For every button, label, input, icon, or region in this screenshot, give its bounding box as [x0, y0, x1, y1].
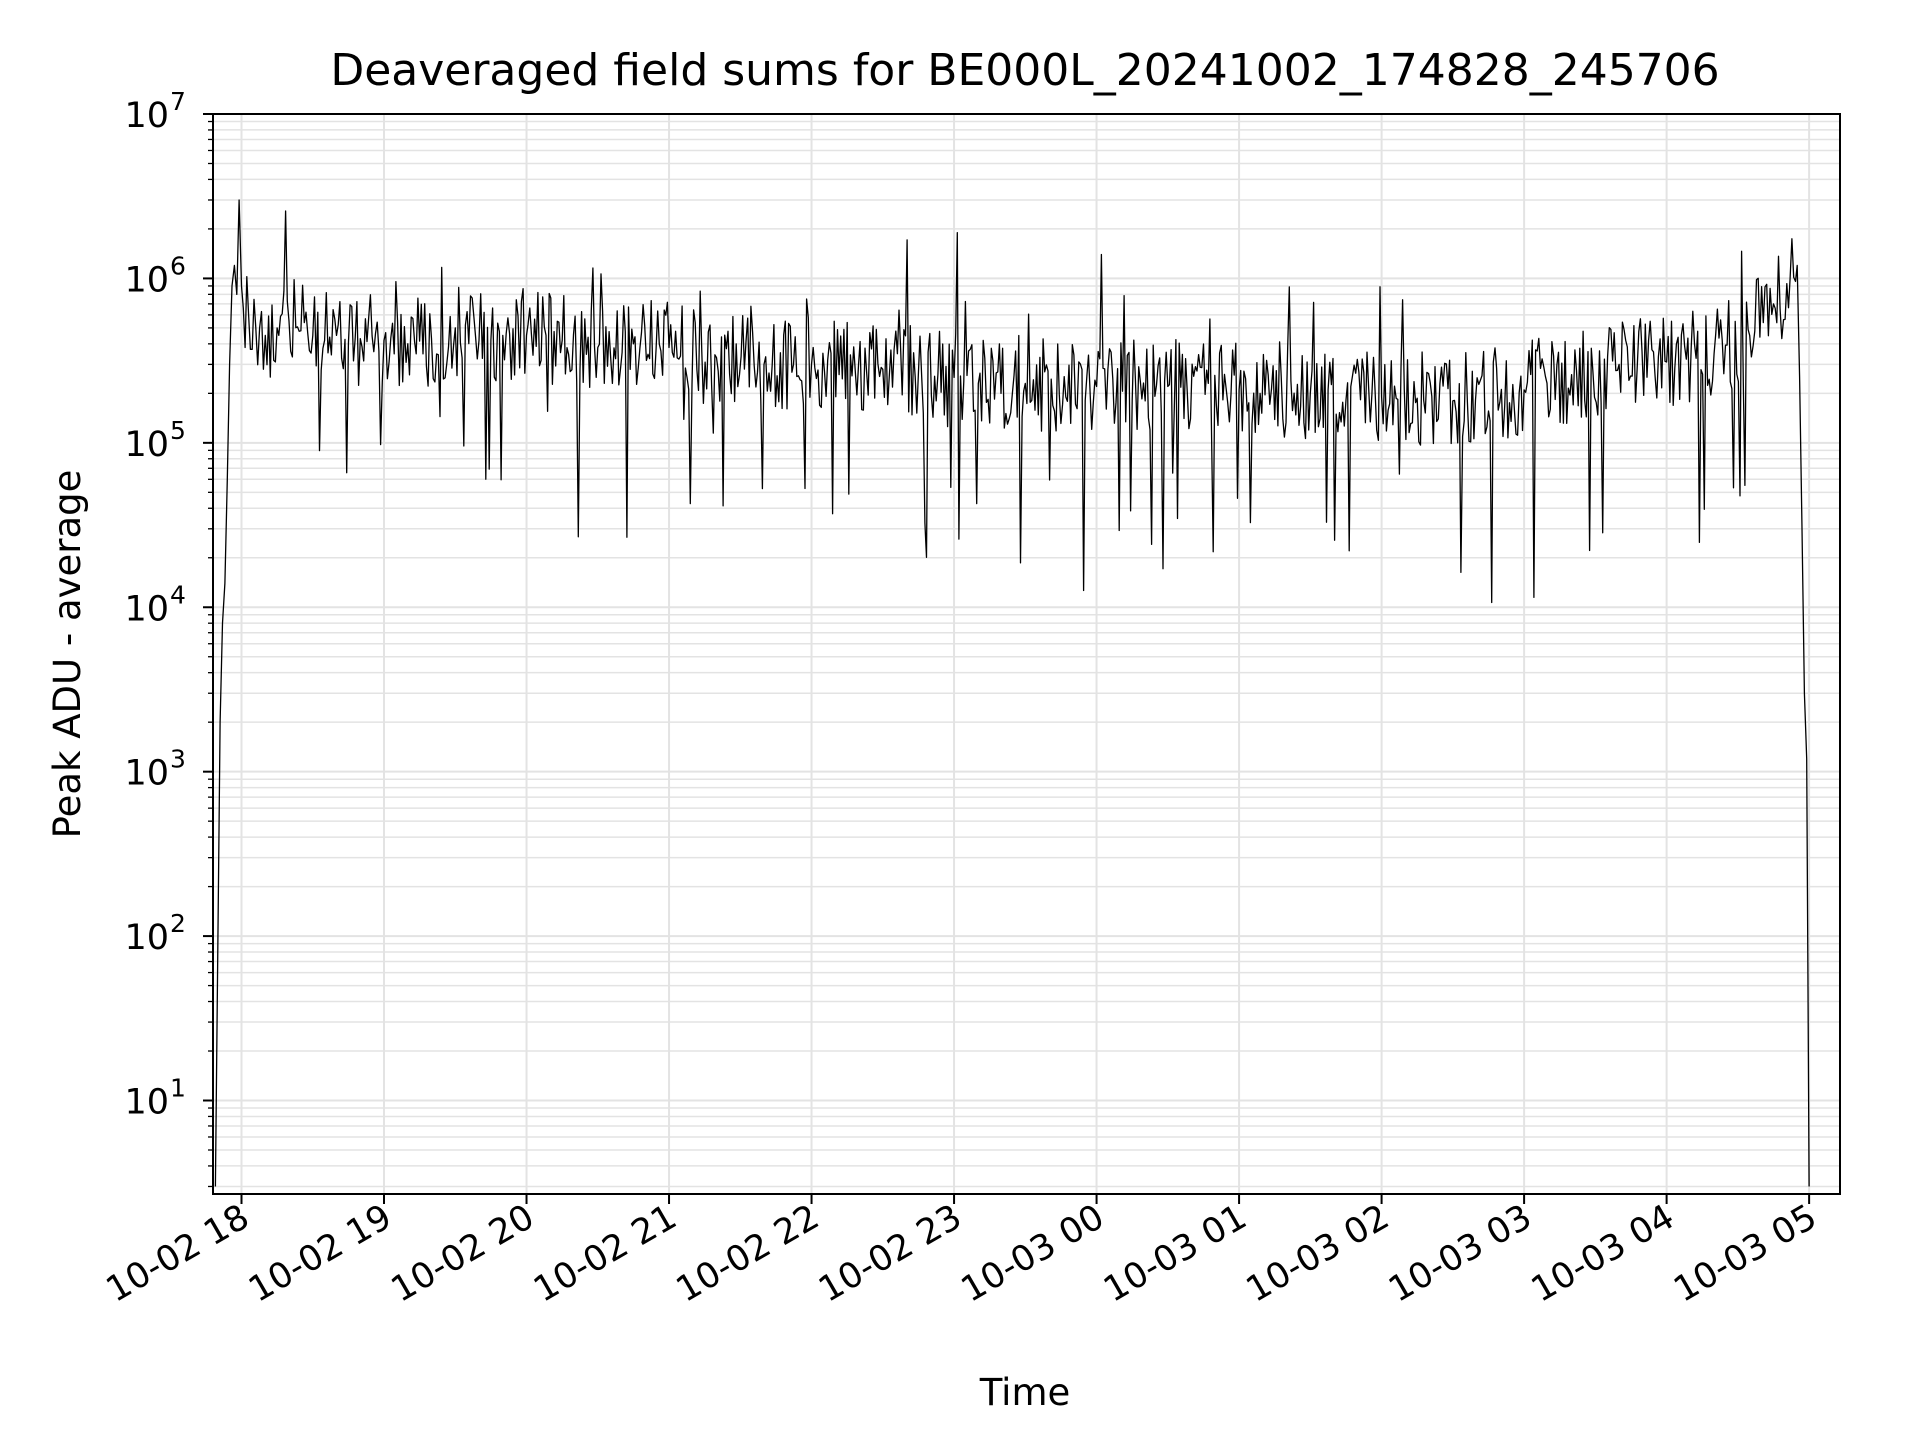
series-layer: [214, 199, 1810, 1187]
y-axis-label: Peak ADU - average: [46, 470, 89, 839]
y-tick-label: 10: [124, 1083, 169, 1123]
x-axis-label: Time: [979, 1371, 1071, 1414]
chart-title: Deaveraged field sums for BE000L_2024100…: [330, 45, 1719, 96]
plot-frame: [212, 113, 1841, 1195]
series-line: [214, 199, 1810, 1187]
y-tick-exponent: 3: [170, 745, 186, 774]
y-tick-exponent: 1: [170, 1074, 186, 1103]
y-tick-label: 10: [124, 589, 169, 629]
y-tick-exponent: 5: [170, 416, 186, 445]
y-tick-exponent: 6: [170, 251, 186, 280]
y-tick-label: 10: [124, 425, 169, 465]
grid-lines: [213, 113, 1840, 1194]
y-tick-label: 10: [124, 918, 169, 958]
y-tick-label: 10: [124, 260, 169, 300]
y-tick-label: 10: [124, 96, 169, 136]
y-tick-exponent: 7: [170, 87, 186, 116]
y-tick-label: 10: [124, 754, 169, 794]
y-tick-exponent: 4: [170, 580, 186, 609]
y-tick-exponent: 2: [170, 909, 186, 938]
